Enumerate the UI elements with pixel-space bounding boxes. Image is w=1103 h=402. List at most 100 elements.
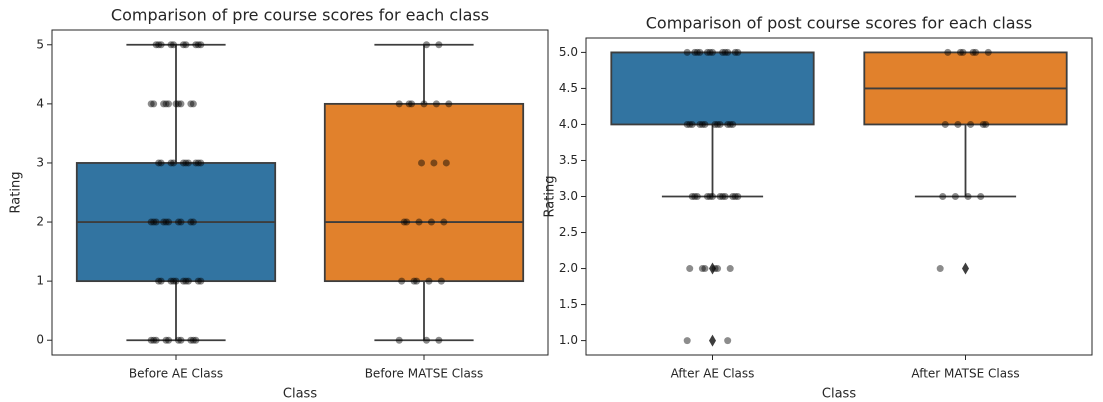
strip-point xyxy=(711,265,719,273)
y-tick-label: 4.5 xyxy=(559,81,578,95)
strip-point xyxy=(688,193,696,200)
strip-point xyxy=(698,265,706,273)
strip-point xyxy=(726,120,734,128)
strip-point xyxy=(721,48,729,56)
strip-point xyxy=(155,41,163,49)
strip-point xyxy=(147,218,155,226)
x-axis-label: Class xyxy=(283,387,317,402)
strip-point xyxy=(729,120,737,128)
strip-point xyxy=(165,100,173,108)
strip-point xyxy=(184,159,192,167)
x-tick-label: Before MATSE Class xyxy=(365,367,484,381)
strip-point xyxy=(729,193,737,200)
strip-point xyxy=(683,337,691,345)
strip-point xyxy=(187,218,195,226)
outlier xyxy=(709,334,716,347)
strip-point xyxy=(147,336,155,344)
strip-point xyxy=(177,218,185,226)
strip-point xyxy=(425,277,433,285)
strip-point xyxy=(422,41,430,49)
strip-point xyxy=(172,277,180,285)
strip-point xyxy=(410,277,418,285)
strip-point xyxy=(430,159,438,167)
outlier xyxy=(709,262,716,275)
strip-point xyxy=(420,100,428,108)
strip-point xyxy=(167,159,175,167)
y-tick-label: 1.5 xyxy=(559,297,578,311)
strip-point xyxy=(719,48,727,56)
strip-point xyxy=(162,100,170,108)
strip-point xyxy=(162,218,170,226)
strip-point xyxy=(395,100,403,108)
strip-point xyxy=(398,277,406,285)
strip-point xyxy=(413,277,421,285)
strip-point xyxy=(197,277,205,285)
strip-point xyxy=(954,120,962,128)
strip-point xyxy=(165,336,173,344)
strip-point xyxy=(703,48,711,56)
strip-point xyxy=(691,193,699,200)
strip-point xyxy=(734,193,742,200)
y-tick-label: 1.0 xyxy=(559,333,578,347)
strip-point xyxy=(731,48,739,56)
strip-point xyxy=(179,41,187,49)
plot-frame xyxy=(51,29,549,356)
strip-point xyxy=(194,159,202,167)
strip-point xyxy=(182,41,190,49)
strip-point xyxy=(189,100,197,108)
strip-point xyxy=(189,336,197,344)
strip-point xyxy=(714,120,722,128)
strip-point xyxy=(172,100,180,108)
strip-point xyxy=(435,336,443,344)
strip-point xyxy=(147,100,155,108)
strip-point xyxy=(182,277,190,285)
strip-point xyxy=(967,120,975,128)
strip-point xyxy=(187,100,195,108)
strip-point xyxy=(415,218,423,226)
y-tick-label: 3 xyxy=(36,155,44,169)
strip-point xyxy=(693,48,701,56)
strip-point xyxy=(194,41,202,49)
strip-point xyxy=(956,48,964,56)
strip-point xyxy=(155,277,163,285)
strip-point xyxy=(400,218,408,226)
strip-point xyxy=(440,218,448,226)
strip-point xyxy=(179,159,187,167)
strip-point xyxy=(688,120,696,128)
strip-point xyxy=(437,277,445,285)
strip-point xyxy=(941,120,949,128)
strip-point xyxy=(936,265,944,273)
strip-point xyxy=(944,48,952,56)
x-axis-label: Class xyxy=(822,387,856,402)
strip-point xyxy=(984,48,992,56)
x-tick-label: Before AE Class xyxy=(129,367,223,381)
strip-point xyxy=(418,159,426,167)
y-tick-label: 1 xyxy=(36,274,44,288)
y-tick-label: 0 xyxy=(36,333,44,347)
strip-point xyxy=(432,100,440,108)
strip-point xyxy=(696,48,704,56)
strip-point xyxy=(184,277,192,285)
y-tick-label: 5 xyxy=(36,37,44,51)
strip-point xyxy=(691,48,699,56)
strip-point xyxy=(427,218,435,226)
strip-point xyxy=(179,277,187,285)
strip-point xyxy=(167,41,175,49)
box xyxy=(323,102,525,283)
strip-point xyxy=(683,120,691,128)
strip-point xyxy=(701,265,709,273)
strip-point xyxy=(408,100,416,108)
strip-point xyxy=(442,159,450,167)
strip-point xyxy=(177,336,185,344)
strip-point xyxy=(972,48,980,56)
y-tick-label: 2 xyxy=(36,215,44,229)
strip-point xyxy=(405,100,413,108)
strip-point xyxy=(162,336,170,344)
y-tick-label: 4 xyxy=(36,96,44,110)
plot-frame xyxy=(585,37,1093,356)
chart-title: Comparison of pre course scores for each… xyxy=(111,6,489,25)
strip-point xyxy=(724,120,732,128)
strip-point xyxy=(719,193,727,200)
strip-point xyxy=(160,218,168,226)
